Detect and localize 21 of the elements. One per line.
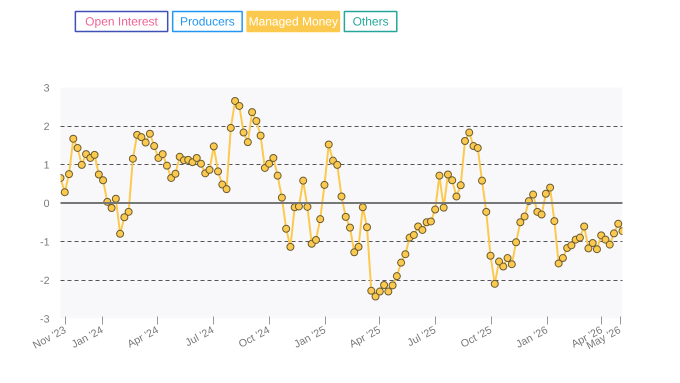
y-tick-label: -2 <box>40 275 50 287</box>
y-tick-label: -1 <box>40 236 50 248</box>
x-tick-label: Jul '24 <box>183 324 216 350</box>
text: Open Interest <box>85 14 159 28</box>
text: Producers <box>180 14 235 28</box>
y-tick-label: 1 <box>44 160 50 172</box>
text: Others <box>352 14 389 28</box>
x-tick-label: Jan '24 <box>70 324 106 351</box>
x-tick-label: Oct '24 <box>236 324 272 350</box>
x-tick-label: Oct '25 <box>458 324 494 350</box>
x-tick-label: Jan '25 <box>292 324 328 351</box>
x-tick-label: Apr '24 <box>125 324 161 350</box>
y-tick-label: 2 <box>44 121 50 133</box>
y-tick-label: 3 <box>44 82 50 94</box>
y-tick-label: -3 <box>40 314 50 326</box>
y-tick-label: 0 <box>44 198 50 210</box>
x-tick-label: Jan '26 <box>514 324 550 351</box>
text: Managed Money <box>248 14 338 28</box>
x-tick-label: Apr '25 <box>347 324 383 350</box>
x-tick-label: Nov '23 <box>30 324 68 352</box>
x-tick-label: Jul '25 <box>405 324 438 350</box>
